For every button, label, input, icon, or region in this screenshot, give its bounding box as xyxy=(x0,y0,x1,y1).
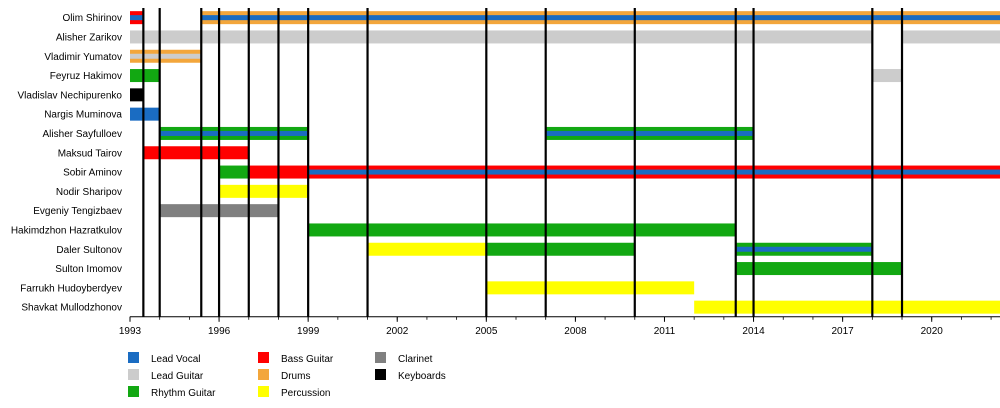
member-label: Sulton Imomov xyxy=(55,264,122,275)
membership-accent-lead-vocal xyxy=(130,15,144,21)
membership-bar-lead-guitar xyxy=(130,30,873,44)
membership-bar-lead-vocal xyxy=(130,107,160,121)
member-label: Sobir Aminov xyxy=(63,168,122,179)
member-label: Maksud Tairov xyxy=(58,148,122,159)
membership-accent-lead-vocal xyxy=(159,130,309,136)
legend-swatch-drums xyxy=(258,369,269,380)
membership-bar-rhythm-guitar xyxy=(486,242,635,256)
membership-bars xyxy=(130,11,1000,314)
legend-label: Drums xyxy=(281,371,310,382)
x-tick-label: 2008 xyxy=(564,326,587,337)
legend-label: Percussion xyxy=(281,388,330,399)
x-tick-label: 2014 xyxy=(742,326,765,337)
legend-swatch-bass-guitar xyxy=(258,352,269,363)
legend-swatch-keyboards xyxy=(375,369,386,380)
membership-bar-lead-guitar xyxy=(902,30,1000,44)
membership-bar-lead-guitar xyxy=(872,69,903,83)
legend-label: Keyboards xyxy=(398,371,446,382)
membership-bar-keyboards xyxy=(130,88,144,102)
membership-accent-lead-guitar xyxy=(130,53,202,59)
member-label: Vladislav Nechipurenko xyxy=(17,90,122,101)
member-label: Daler Sultonov xyxy=(56,245,122,256)
legend-label: Bass Guitar xyxy=(281,354,334,365)
member-label: Vladimir Yumatov xyxy=(44,52,122,63)
legend: Lead Vocal Lead Guitar Rhythm Guitar Bass G… xyxy=(128,352,446,399)
legend-label: Lead Guitar xyxy=(151,371,204,382)
event-lines xyxy=(142,8,904,317)
membership-accent-lead-vocal xyxy=(201,15,1000,21)
legend-swatch-lead-guitar xyxy=(128,369,139,380)
member-label: Evgeniy Tengizbaev xyxy=(33,206,122,217)
legend-label: Rhythm Guitar xyxy=(151,388,216,399)
x-tick-label: 2017 xyxy=(832,326,855,337)
member-label: Feyruz Hakimov xyxy=(50,71,122,82)
membership-bar-rhythm-guitar xyxy=(130,69,160,83)
member-label: Olim Shirinov xyxy=(63,13,122,24)
member-labels: Olim Shirinov Alisher Zarikov Vladimir Yum… xyxy=(11,13,123,314)
membership-bar-bass-guitar xyxy=(143,146,249,160)
legend-swatch-percussion xyxy=(258,386,269,397)
member-label: Shavkat Mullodzhonov xyxy=(21,303,122,314)
legend-swatch-clarinet xyxy=(375,352,386,363)
x-tick-label: 2005 xyxy=(475,326,498,337)
membership-accent-lead-vocal xyxy=(735,246,873,252)
membership-bar-rhythm-guitar xyxy=(735,262,903,276)
x-tick-label: 1999 xyxy=(297,326,320,337)
x-tick-label: 1993 xyxy=(119,326,142,337)
legend-swatch-rhythm-guitar xyxy=(128,386,139,397)
membership-accent-lead-vocal xyxy=(545,130,754,136)
membership-bar-percussion xyxy=(367,242,487,256)
member-label: Farrukh Hudoyberdyev xyxy=(20,283,122,294)
legend-swatch-lead-vocal xyxy=(128,352,139,363)
x-tick-label: 2020 xyxy=(921,326,944,337)
membership-bar-percussion xyxy=(219,184,309,198)
x-tick-label: 2011 xyxy=(654,326,676,337)
x-tick-label: 1996 xyxy=(208,326,231,337)
membership-bar-percussion xyxy=(694,300,1000,314)
membership-bar-percussion xyxy=(486,281,695,295)
x-axis: 1993 1996 1999 2002 2005 2008 2011 2014 2017 2020 xyxy=(119,316,1000,337)
member-label: Alisher Zarikov xyxy=(56,32,122,43)
legend-label: Lead Vocal xyxy=(151,354,201,365)
member-label: Nodir Sharipov xyxy=(56,187,122,198)
x-tick-label: 2002 xyxy=(386,326,409,337)
membership-accent-lead-vocal xyxy=(308,169,1000,175)
member-label: Nargis Muminova xyxy=(44,110,122,121)
member-label: Hakimdzhon Hazratkulov xyxy=(11,225,122,236)
member-label: Alisher Sayfulloev xyxy=(43,129,122,140)
membership-bar-rhythm-guitar xyxy=(308,223,736,237)
legend-label: Clarinet xyxy=(398,354,433,365)
membership-bar-rhythm-guitar xyxy=(219,165,249,179)
